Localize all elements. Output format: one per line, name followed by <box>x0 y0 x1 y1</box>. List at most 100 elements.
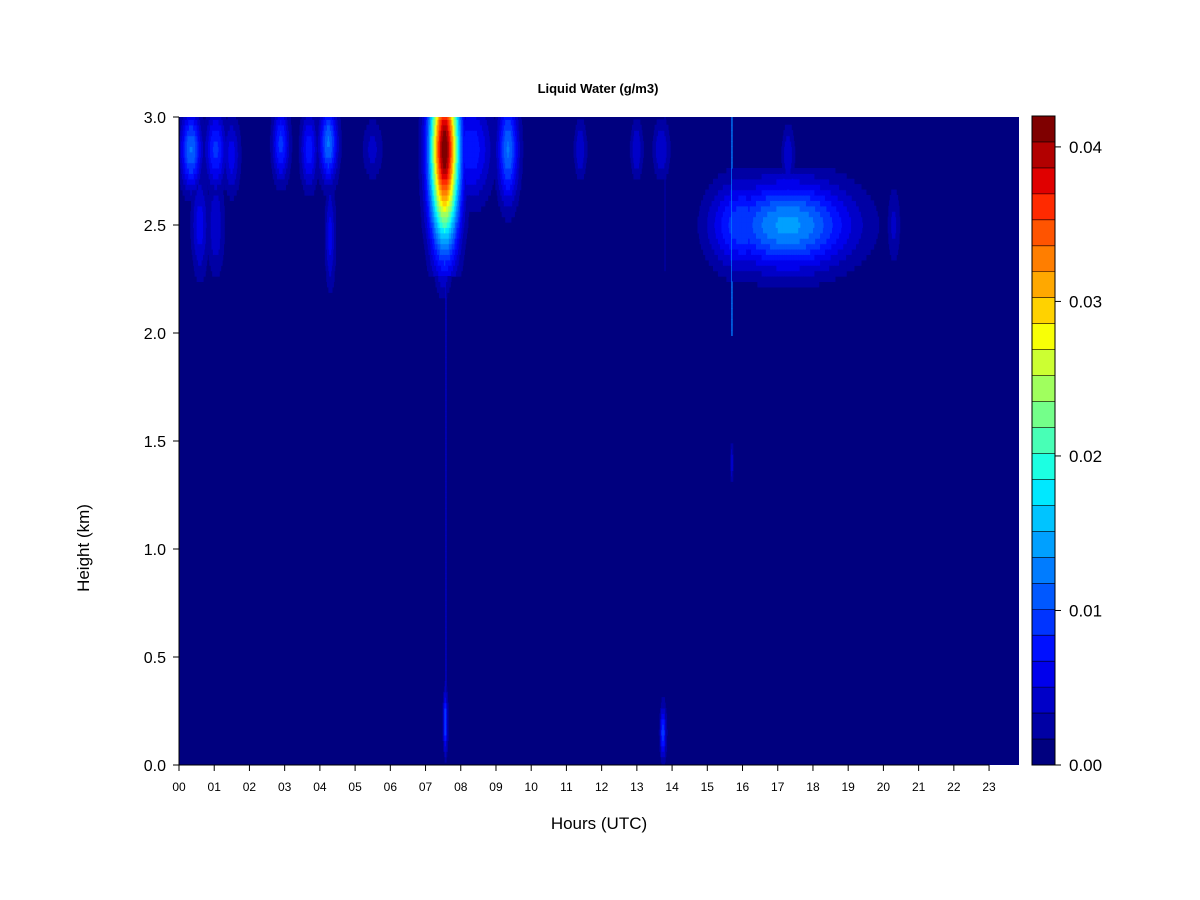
heat-cell <box>317 124 320 131</box>
heat-cell <box>202 189 204 196</box>
heat-cell <box>187 189 189 196</box>
heat-cell <box>291 146 293 153</box>
heat-cell <box>311 157 313 164</box>
heat-cell <box>194 227 196 234</box>
heat-cell <box>428 249 430 255</box>
heat-cell <box>428 189 430 196</box>
heat-cell <box>275 124 277 131</box>
heat-cell <box>191 232 194 239</box>
heat-cell <box>326 265 328 272</box>
heat-cell <box>187 130 189 137</box>
heat-cell <box>193 254 195 261</box>
heat-cell <box>303 151 306 158</box>
heat-cell <box>328 211 330 218</box>
heat-cell <box>195 124 198 131</box>
heat-cell <box>418 135 420 142</box>
heat-cell <box>373 151 375 158</box>
heat-cell <box>232 168 234 174</box>
heat-cell <box>374 157 377 164</box>
heat-cell <box>282 178 284 185</box>
heat-cell <box>324 189 326 196</box>
heat-cell <box>329 124 331 131</box>
heat-cell <box>332 211 334 218</box>
heat-cell <box>312 130 314 137</box>
heat-cell <box>305 189 307 196</box>
heat-cell <box>312 151 314 158</box>
heat-cell <box>195 243 198 250</box>
heat-cell <box>322 157 324 164</box>
heat-cell <box>320 157 322 164</box>
heat-cell <box>236 173 239 180</box>
heat-cell <box>219 227 222 234</box>
heat-cell <box>315 146 318 153</box>
heat-cell <box>433 162 435 169</box>
heat-cell <box>313 162 315 169</box>
heat-cell <box>331 238 333 245</box>
heat-cell <box>290 141 292 147</box>
heat-cell <box>217 173 220 180</box>
heat-cell <box>366 135 368 142</box>
heat-cell <box>203 168 205 174</box>
heat-cell <box>282 135 284 142</box>
heat-cell <box>304 135 306 142</box>
heat-cell <box>214 189 217 196</box>
heat-cell <box>193 178 195 185</box>
heat-cell <box>337 130 339 137</box>
heat-cell <box>429 119 432 126</box>
heat-cell <box>317 168 319 174</box>
heat-cell <box>334 211 337 218</box>
heat-cell <box>212 178 214 185</box>
heat-cell <box>202 157 204 164</box>
heat-cell <box>198 184 201 191</box>
heat-cell <box>329 281 332 288</box>
heat-cell <box>217 135 220 142</box>
heat-cell <box>193 195 195 201</box>
heat-cell <box>224 178 227 185</box>
heat-cell <box>228 151 230 158</box>
heat-cell <box>193 195 196 201</box>
heat-cell <box>237 162 239 169</box>
heat-cell <box>322 119 324 126</box>
heat-cell <box>424 173 427 180</box>
heat-cell <box>198 189 201 196</box>
heat-cell <box>202 130 204 137</box>
heat-cell <box>314 168 316 174</box>
heat-cell <box>203 189 205 196</box>
heat-cell <box>219 117 222 120</box>
heat-cell <box>319 130 322 137</box>
heat-cell <box>319 157 321 164</box>
heat-cell <box>211 168 213 174</box>
heat-cell <box>237 130 239 137</box>
heat-cell <box>426 216 428 223</box>
heat-cell <box>189 173 191 180</box>
heat-cell <box>213 211 215 218</box>
heat-cell <box>311 151 313 158</box>
heat-cell <box>217 249 219 255</box>
heat-cell <box>190 195 192 201</box>
heat-cell <box>305 178 308 185</box>
heat-cell <box>419 151 421 158</box>
heat-cell <box>206 243 208 250</box>
heat-cell <box>430 254 432 261</box>
heat-cell <box>234 117 237 120</box>
heat-cell <box>226 162 229 169</box>
heat-cell <box>308 168 310 174</box>
heat-cell <box>190 173 192 180</box>
heat-cell <box>190 146 192 153</box>
heat-cell <box>330 162 332 169</box>
heat-cell <box>432 141 434 147</box>
heat-cell <box>184 189 186 196</box>
heat-cell <box>210 259 213 266</box>
heat-cell <box>419 130 421 137</box>
heat-cell <box>374 146 376 153</box>
plot-area <box>179 117 1019 765</box>
heat-cell <box>379 151 381 158</box>
heat-cell <box>230 119 232 126</box>
heat-cell <box>220 119 222 126</box>
heat-cell <box>334 259 337 266</box>
heat-cell <box>431 151 434 158</box>
heat-cell <box>298 157 301 164</box>
heat-cell <box>424 222 427 228</box>
heat-cell <box>204 141 206 147</box>
heat-cell <box>186 130 189 137</box>
